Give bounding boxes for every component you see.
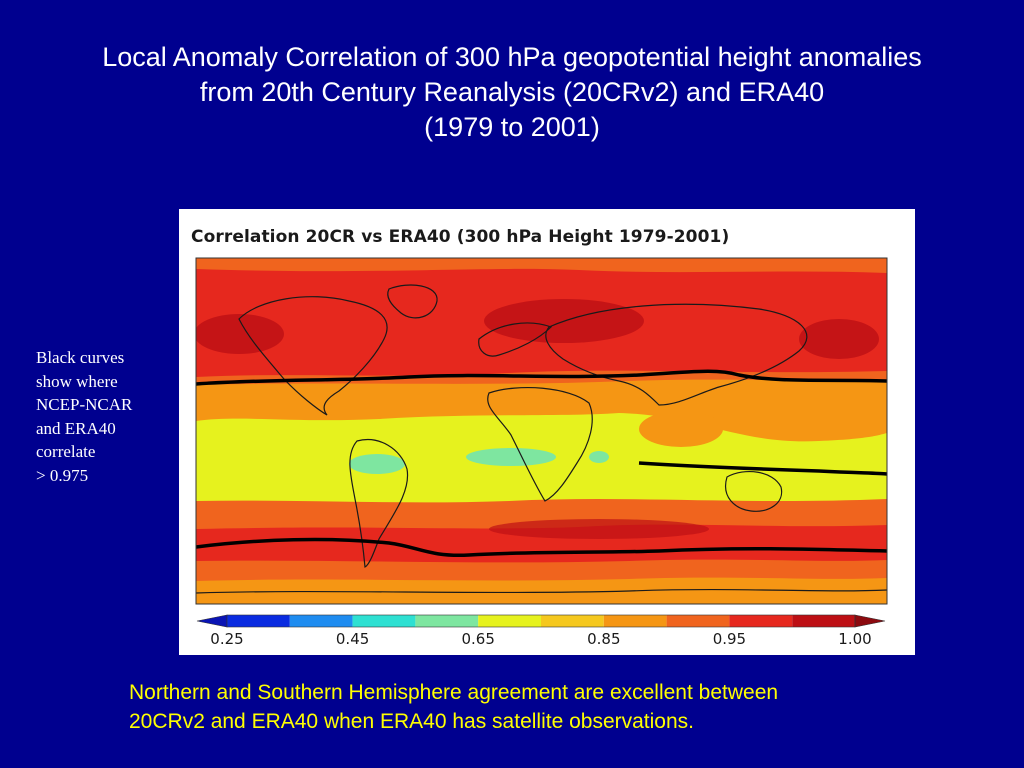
colorbar-tick-label: 0.65	[461, 630, 495, 648]
south-threshold-curve	[196, 537, 887, 558]
tropical-threshold-curve	[638, 461, 887, 476]
field-dark-pocket-2	[196, 314, 284, 354]
field-dark-pocket-3	[489, 519, 709, 539]
coast-africa	[487, 386, 593, 502]
colorbar-segment	[603, 615, 667, 627]
coast-south-america	[349, 439, 409, 568]
field-green-patch-west	[349, 454, 405, 474]
threshold-curves	[196, 369, 887, 558]
map-frame	[195, 257, 888, 605]
colorbar-segment	[415, 615, 479, 627]
slide-title-line-2: from 20th Century Reanalysis (20CRv2) an…	[199, 77, 825, 107]
side-note: Black curves show where NCEP-NCAR and ER…	[36, 346, 176, 487]
side-note-line-1: Black curves	[36, 348, 125, 367]
colorbar-segment	[792, 615, 855, 627]
colorbar-tick-label: 0.45	[335, 630, 370, 648]
coast-antarctica	[196, 588, 887, 594]
slide-title-line-1: Local Anomaly Correlation of 300 hPa geo…	[102, 42, 922, 72]
side-note-line-2: show where	[36, 371, 118, 391]
coast-asia	[545, 303, 808, 406]
colorbar	[196, 614, 886, 628]
field-north-rim	[196, 258, 887, 273]
colorbar-tick-label: 0.95	[712, 630, 747, 648]
field-dark-pocket-4	[799, 319, 879, 359]
caption-line-1: Northern and Southern Hemisphere agreeme…	[129, 681, 779, 704]
coastlines	[196, 284, 887, 594]
slide-title: Local Anomaly Correlation of 300 hPa geo…	[0, 40, 1024, 145]
colorbar-segment	[289, 615, 353, 627]
side-note-line-4: and ERA40	[36, 418, 116, 438]
colorbar-tick-label: 1.00	[838, 630, 872, 648]
field-indian-ocean-patch	[639, 411, 723, 447]
colorbar-extend-low	[196, 614, 228, 628]
colorbar-tick-label: 0.85	[587, 630, 621, 648]
colorbar-segment	[352, 615, 416, 627]
field-south-subtropics	[196, 499, 887, 529]
side-note-line-3: NCEP-NCAR	[36, 395, 133, 414]
slide-caption: Northern and Southern Hemisphere agreeme…	[129, 678, 1009, 736]
side-note-line-6: > 0.975	[36, 465, 89, 485]
coast-europe	[478, 322, 553, 357]
colorbar-extend-high	[854, 614, 886, 628]
chart-title: Correlation 20CR vs ERA40 (300 hPa Heigh…	[191, 227, 730, 247]
colorbar-tick-label: 0.25	[210, 630, 244, 648]
field-south-rim	[196, 577, 887, 604]
caption-line-2: 20CRv2 and ERA40 when ERA40 has satellit…	[129, 710, 694, 733]
correlation-map	[195, 257, 888, 605]
colorbar-segment	[478, 615, 541, 627]
coast-australia	[725, 470, 783, 512]
colorbar-segment	[227, 615, 290, 627]
colorbar-frame	[226, 614, 856, 628]
field-green-patch-central	[466, 448, 556, 466]
colorbar-segment	[666, 615, 730, 627]
coast-greenland	[387, 284, 438, 319]
colorbar-segment	[541, 615, 604, 627]
field-green-patch-east	[589, 451, 609, 463]
north-threshold-curve	[196, 369, 887, 386]
correlation-figure: Correlation 20CR vs ERA40 (300 hPa Heigh…	[179, 209, 915, 655]
side-note-line-5: correlate	[36, 442, 96, 461]
slide-title-line-3: (1979 to 2001)	[424, 112, 600, 142]
colorbar-segment	[729, 615, 793, 627]
